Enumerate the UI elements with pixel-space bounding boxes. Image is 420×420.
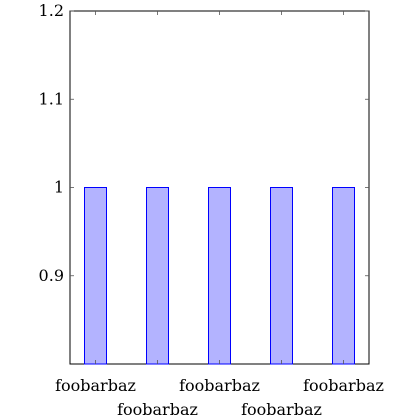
x-tick-label: foobarbaz <box>117 400 198 419</box>
y-tick-label: 0.9 <box>39 266 64 285</box>
bar <box>270 187 293 365</box>
y-tick-label: 1.2 <box>39 1 64 20</box>
y-tick-label: 1 <box>54 178 64 197</box>
x-tick-label: foobarbaz <box>55 376 136 395</box>
y-tick-label: 1.1 <box>39 89 64 108</box>
x-tick-label: foobarbaz <box>179 376 260 395</box>
x-tick-label: foobarbaz <box>303 376 384 395</box>
x-axis: foobarbaz foobarbaz foobarbaz foobarbaz foob… <box>55 11 384 419</box>
bar <box>332 187 355 365</box>
y-axis: 0.9 1 1.1 1.2 <box>39 1 369 285</box>
bar <box>208 187 231 365</box>
bar <box>84 187 107 365</box>
bar <box>146 187 169 365</box>
bars <box>84 187 355 365</box>
x-tick-label: foobarbaz <box>241 400 322 419</box>
